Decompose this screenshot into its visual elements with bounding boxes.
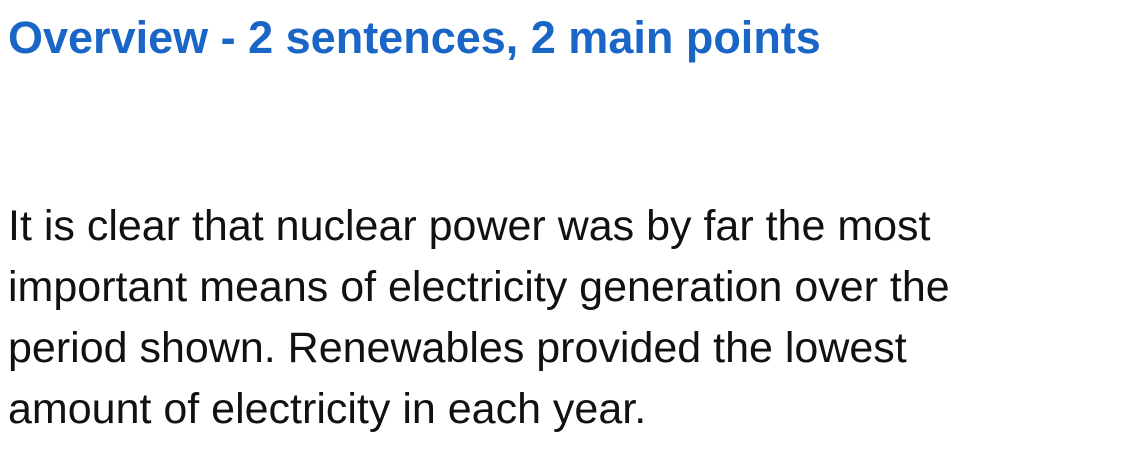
paragraph-line: period shown. Renewables provided the lo…	[8, 324, 907, 372]
paragraph-line: amount of electricity in each year.	[8, 385, 647, 433]
paragraph-line: important means of electricity generatio…	[8, 263, 950, 311]
overview-paragraph: It is clear that nuclear power was by fa…	[8, 196, 1136, 440]
paragraph-line: It is clear that nuclear power was by fa…	[8, 202, 931, 250]
overview-heading: Overview - 2 sentences, 2 main points	[8, 12, 821, 63]
